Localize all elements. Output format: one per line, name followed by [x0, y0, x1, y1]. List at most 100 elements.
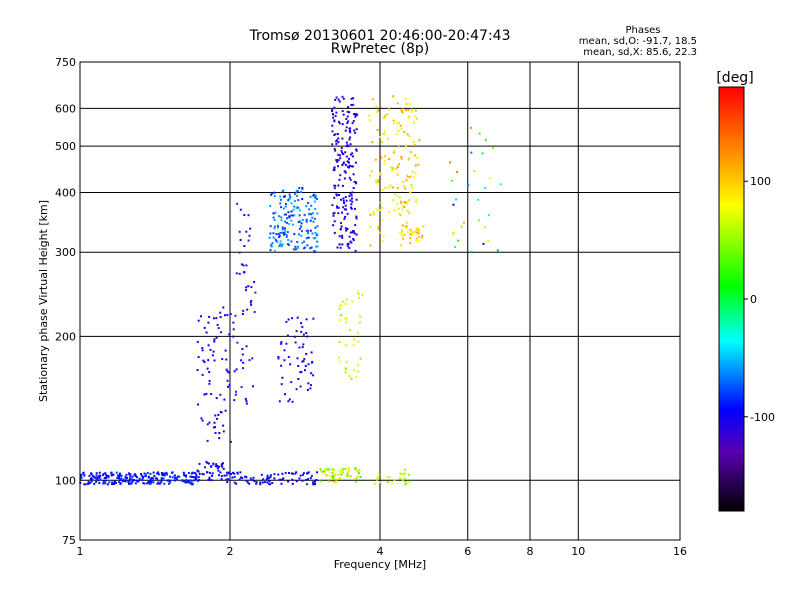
data-point [344, 151, 347, 154]
data-point [393, 479, 396, 482]
data-point [348, 164, 351, 167]
data-point [208, 382, 211, 385]
data-point [102, 482, 105, 485]
data-point [310, 384, 312, 387]
y-tick-label: 400 [55, 186, 76, 199]
data-point [312, 482, 315, 485]
data-point [219, 393, 222, 396]
data-point [339, 246, 342, 249]
data-point [311, 212, 314, 215]
data-point [185, 474, 188, 477]
data-point [278, 236, 281, 239]
data-point [295, 330, 298, 333]
data-point [398, 121, 401, 124]
data-point [400, 202, 403, 205]
data-point [314, 196, 317, 199]
data-point [225, 474, 228, 477]
data-point [477, 219, 480, 222]
data-point [386, 476, 389, 479]
data-point [355, 233, 358, 236]
data-point [290, 472, 293, 475]
data-point [251, 479, 254, 481]
data-point [401, 208, 404, 211]
data-point [392, 151, 395, 154]
data-point [245, 402, 248, 405]
data-point [371, 141, 374, 144]
data-point [355, 149, 358, 152]
data-point [296, 247, 299, 250]
data-point [413, 231, 416, 234]
data-point [392, 122, 395, 125]
data-point [399, 477, 402, 480]
data-point [114, 480, 117, 483]
data-point [355, 217, 358, 220]
data-point [300, 322, 303, 325]
data-point [280, 198, 282, 201]
data-point [331, 143, 334, 146]
data-point [302, 473, 304, 476]
data-point [121, 480, 124, 483]
data-point [411, 186, 413, 189]
data-point [281, 190, 284, 193]
data-point [291, 482, 294, 485]
data-point [202, 473, 205, 476]
data-point [122, 478, 125, 481]
data-point [404, 201, 406, 203]
data-point [255, 481, 258, 484]
data-point [418, 139, 421, 142]
data-point [128, 479, 131, 482]
data-point [306, 483, 309, 486]
data-point [283, 229, 286, 232]
data-point [356, 113, 359, 116]
data-point [293, 335, 296, 338]
data-point [333, 106, 336, 109]
data-point [325, 467, 328, 470]
data-point [282, 189, 285, 192]
data-point [327, 468, 330, 471]
data-point [203, 361, 206, 364]
data-point [351, 197, 353, 200]
data-point [243, 245, 246, 247]
data-point [208, 421, 211, 424]
data-point [345, 229, 348, 232]
data-point [467, 184, 470, 186]
data-point [227, 478, 230, 481]
data-point [211, 354, 214, 357]
data-point [376, 129, 379, 132]
data-point [301, 346, 304, 349]
data-point [355, 477, 358, 480]
data-point [269, 483, 272, 486]
data-point [273, 191, 276, 194]
data-point [333, 211, 336, 214]
data-point [351, 300, 354, 303]
data-point [333, 148, 336, 150]
data-point [206, 439, 209, 442]
data-point [348, 375, 351, 377]
data-point [200, 315, 202, 318]
data-point [356, 364, 359, 367]
data-point [331, 124, 334, 127]
data-point [301, 325, 304, 328]
data-point [197, 403, 199, 406]
data-point [457, 239, 460, 242]
data-point [344, 227, 347, 230]
data-point [253, 311, 256, 313]
data-point [390, 169, 393, 172]
data-point [414, 164, 417, 167]
data-point [399, 214, 402, 217]
data-point [332, 471, 335, 474]
data-point [414, 230, 417, 233]
data-point [255, 482, 258, 485]
data-point [215, 317, 218, 320]
data-point [392, 167, 395, 170]
data-point [350, 165, 353, 168]
data-point [311, 216, 314, 219]
data-point [341, 151, 344, 154]
data-point [298, 214, 301, 217]
data-point [342, 469, 344, 471]
data-point [212, 350, 215, 353]
data-point [213, 421, 216, 424]
data-point [203, 326, 206, 329]
data-point [292, 223, 295, 226]
data-point [80, 473, 83, 476]
